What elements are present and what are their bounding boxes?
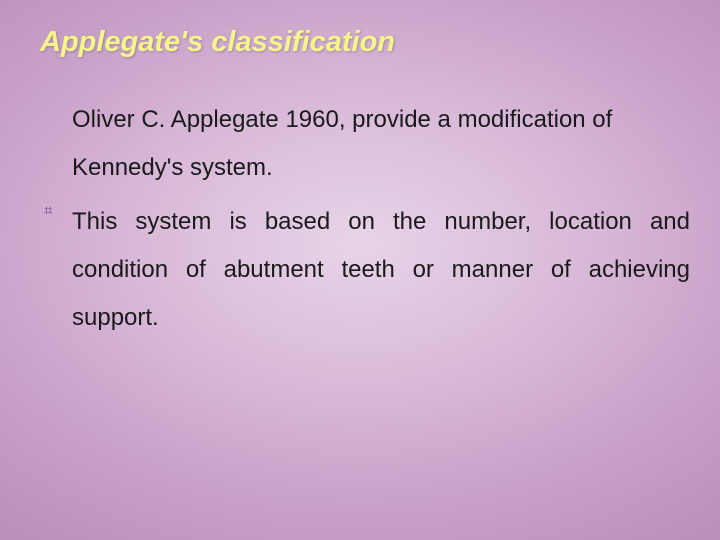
slide: Applegate's classification ⌗ Oliver C. A…: [0, 0, 720, 540]
slide-title: Applegate's classification: [40, 26, 395, 59]
bullet-item: ⌗ This system is based on the number, lo…: [44, 198, 690, 342]
bullet-text: Oliver C. Applegate 1960, provide a modi…: [72, 96, 690, 192]
bullet-icon: ⌗: [44, 202, 72, 219]
bullet-text: This system is based on the number, loca…: [72, 198, 690, 342]
bullet-item: ⌗ Oliver C. Applegate 1960, provide a mo…: [44, 96, 690, 192]
slide-body: ⌗ Oliver C. Applegate 1960, provide a mo…: [44, 96, 690, 348]
